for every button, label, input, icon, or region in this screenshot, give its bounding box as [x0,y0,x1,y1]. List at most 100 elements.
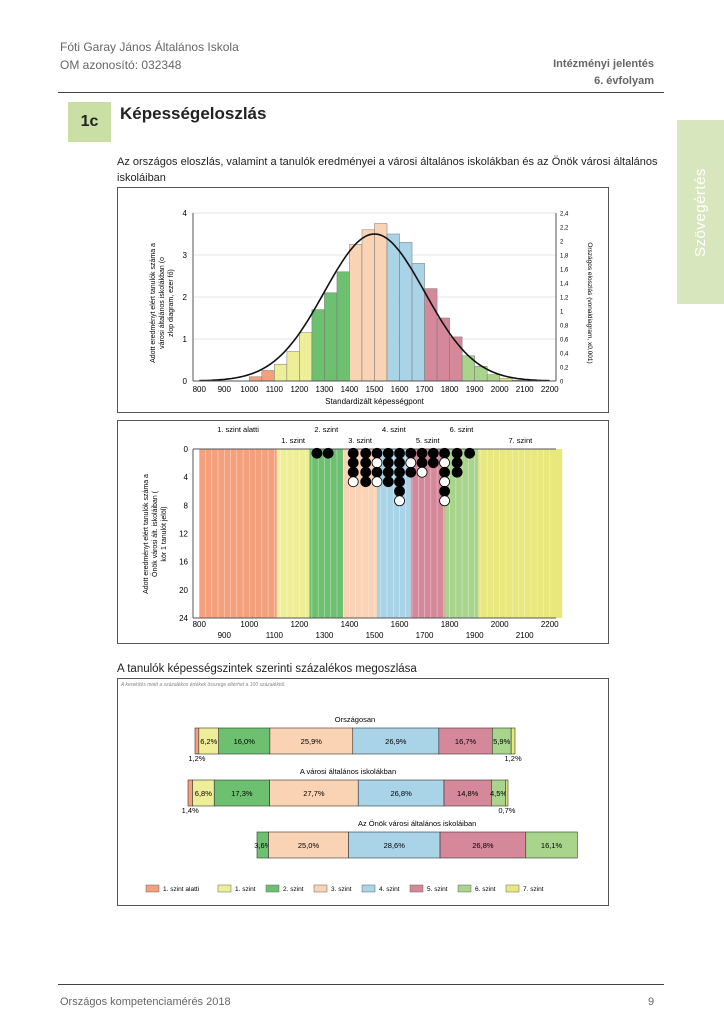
student-dot [405,457,417,469]
x-tick-label: 1400 [341,620,359,629]
level-band [377,449,411,618]
student-dot [439,476,450,488]
level-label: 1. szint alatti [217,425,259,434]
national-distribution-curve [199,233,550,382]
section-title: Képességeloszlás [120,104,267,123]
level-band [343,449,378,618]
footer-text: Országos kompetenciamérés 2018 [60,996,231,1008]
student-dot [347,457,359,469]
legend-swatch [145,884,160,893]
student-dot [439,457,450,469]
y2-tick-label: 1,2 [560,296,569,302]
percent-label: 6,8% [195,789,212,798]
percent-label: 26,8% [390,789,412,798]
histogram-bar [299,332,313,382]
percent-label: 1,4% [182,806,199,815]
level-band [410,449,445,618]
percent-segment [357,779,445,807]
percent-label: 25,9% [301,737,323,746]
percent-label: 0,7% [498,806,515,815]
x-tick-label: 900 [218,631,232,640]
student-dot [371,447,383,459]
student-dot [416,466,428,478]
legend-swatch [313,884,328,893]
y2-axis-title: Országos eloszlás (vonaldiagram, x0,001) [586,242,593,363]
y2-tick-label: 0,8 [560,324,569,330]
student-dot [464,447,476,459]
histogram-bar [311,309,325,382]
student-dot [311,447,323,459]
x-tick-label: 1300 [316,631,334,640]
student-dot [416,447,428,459]
y2-tick-label: 2,4 [560,212,569,218]
legend-label: 1. szint [235,886,256,893]
student-dot [439,495,450,507]
x-tick-label: 2200 [541,620,559,629]
y-tick-label: 4 [184,473,189,482]
student-dot [347,476,359,488]
student-dot [382,447,394,459]
percent-label: 1,2% [188,754,205,763]
student-dot [394,447,405,459]
level-label: 5. szint [416,436,441,445]
student-dot [382,476,394,488]
school-name: Fóti Garay János Általános Iskola [60,40,239,54]
student-dot [405,466,417,478]
percent-segment [218,727,271,755]
percent-segment [194,727,200,755]
intro-text: Az országos eloszlás, valamint a tanulók… [117,156,658,184]
percent-label: 27,7% [303,789,325,798]
school-header: Fóti Garay János Általános Iskola OM azo… [60,38,239,74]
student-dot [322,447,334,459]
x-tick-label: 1600 [391,620,409,629]
distribution-title: A tanulók képességszintek szerinti száza… [117,663,417,675]
percent-label: 14,8% [457,789,479,798]
student-dot [439,485,450,497]
y-axis-title-line: Adott eredményt elért tanulók száma a [143,474,150,594]
histogram-bar [336,271,350,382]
student-dot [360,476,372,488]
y2-tick-label: 0,4 [560,352,569,358]
student-dot [371,466,383,478]
y-axis-title-line: városi általános iskolákban (o [159,257,166,349]
y2-tick-label: 0 [560,380,564,386]
y-axis-title-line: Adott eredményt elért tanulók száma a [150,243,157,363]
percent-segment [525,831,578,859]
y2-tick-label: 1,6 [560,268,569,274]
percent-segment [348,831,441,859]
x-axis-title: Standardizált képességpont [325,397,425,406]
level-band [478,449,563,618]
y2-tick-label: 0,2 [560,366,569,372]
histogram-bar [261,370,275,382]
x-tick-label: 1500 [366,631,384,640]
legend-label: 7. szint [523,886,544,893]
x-tick-label: 1300 [316,385,334,394]
level-label: 4. szint [382,425,407,434]
student-dot [416,457,428,469]
level-label: 2. szint [314,425,339,434]
y-axis-title-group: Adott eredményt elért tanulók száma a Ön… [143,474,168,594]
legend-label: 4. szint [379,886,400,893]
histogram-bar [274,363,288,382]
x-tick-label: 2000 [491,620,509,629]
legend-label: 1. szint alatti [163,886,199,893]
histogram-chart: 0 1 2 3 4 800 900 1000 1100 1200 1300 1400 1500 1600 1… [150,209,593,406]
legend-swatch [409,884,424,893]
student-dot [371,476,383,488]
y-tick-label: 8 [184,501,189,510]
y2-tick-label: 2,2 [560,226,569,232]
student-dot [451,457,463,469]
x-tick-label: 2200 [541,385,559,394]
section-number: 1c [68,102,111,142]
histogram-panel: 0 1 2 3 4 800 900 1000 1100 1200 1300 1400 1500 1600 1… [117,187,609,413]
legend-swatch [361,884,376,893]
histogram-bar [349,244,363,382]
student-dot [427,457,439,469]
percent-segment [443,779,492,807]
legend-label: 6. szint [475,886,496,893]
histogram-bar [436,317,450,382]
y-tick-label: 12 [179,530,188,539]
percent-segment [438,727,493,755]
x-tick-label: 2100 [516,385,534,394]
legend-label: 2. szint [283,886,304,893]
